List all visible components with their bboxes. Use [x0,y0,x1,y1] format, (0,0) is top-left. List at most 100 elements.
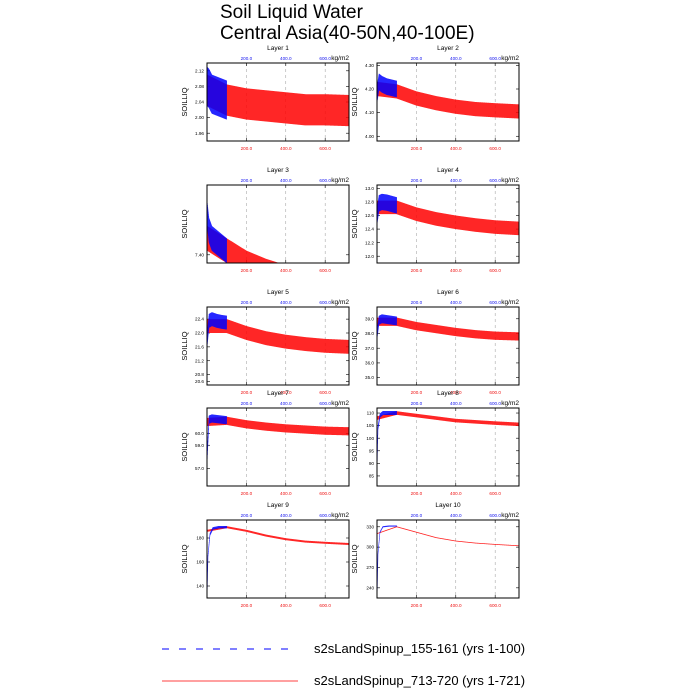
top-x-tick-label: 600.0 [489,178,501,183]
panel-layer-5: Layer 5 kg/m2 SOILLIQ 200.0 400.0 600.0 200.0 4… [180,289,350,395]
y-tick-label: 4.20 [365,87,374,92]
y-axis-label: SOILLIQ [180,331,189,360]
units-label: kg/m2 [501,400,519,407]
plot-frame [376,62,520,142]
bottom-x-tick-label: 600.0 [319,390,331,395]
top-x-tick-label: 600.0 [319,401,331,406]
series-line-run1 [207,414,227,459]
top-x-tick-label: 600.0 [489,513,501,518]
y-axis-label: SOILLIQ [180,209,189,238]
top-x-tick-label: 400.0 [280,300,292,305]
bottom-x-tick-label: 600.0 [489,603,501,608]
legend-label-run2: s2sLandSpinup_713-720 (yrs 1-721) [314,673,525,688]
bottom-x-tick-label: 200.0 [241,268,253,273]
y-axis-label: SOILLIQ [180,544,189,573]
bottom-x-tick-label: 600.0 [319,146,331,151]
series-group [207,414,349,459]
bottom-x-tick-label: 400.0 [280,390,292,395]
plot-frame [206,184,350,264]
y-tick-label: 270 [366,565,374,570]
bottom-x-tick-label: 200.0 [241,390,253,395]
top-x-tick-label: 600.0 [319,178,331,183]
y-tick-label: 110 [367,411,375,416]
figure-title-line1: Soil Liquid Water [220,2,364,23]
bottom-x-tick-label: 400.0 [450,603,462,608]
figure-title-line2: Central Asia(40-50N,40-100E) [220,23,475,44]
y-tick-label: 22.4 [195,317,204,322]
legend-label-run1: s2sLandSpinup_155-161 (yrs 1-100) [314,641,525,656]
top-x-tick-label: 600.0 [319,513,331,518]
legend: s2sLandSpinup_155-161 (yrs 1-100) s2sLan… [162,641,525,688]
y-tick-label: 12.8 [365,200,374,205]
top-x-tick-label: 400.0 [450,513,462,518]
series-group [207,66,349,127]
y-axis-label: SOILLIQ [350,87,359,116]
series-group [207,525,349,591]
plot-frame [376,519,520,599]
top-x-tick-label: 200.0 [411,178,423,183]
series-line-run2 [377,200,519,236]
series-line-run2 [377,81,519,119]
top-x-tick-label: 400.0 [280,401,292,406]
y-tick-label: 300 [366,545,374,550]
bottom-x-tick-label: 600.0 [489,268,501,273]
panel-title: Layer 6 [437,289,459,296]
plot-frame [206,306,350,386]
top-x-tick-label: 200.0 [241,513,253,518]
series-line-run1 [207,201,227,263]
top-x-tick-label: 600.0 [319,56,331,61]
units-label: kg/m2 [331,400,349,407]
top-x-tick-label: 200.0 [411,513,423,518]
panel-title: Layer 4 [437,167,459,174]
y-tick-label: 180 [196,536,204,541]
series-line-run2 [207,74,349,127]
series-line-run1 [377,193,397,223]
y-tick-label: 13.0 [365,186,374,191]
panel-title: Layer 9 [267,502,289,509]
y-tick-label: 4.10 [365,110,374,115]
panel-layer-10: Layer 10 kg/m2 SOILLIQ 200.0 400.0 600.0 200.0… [350,502,520,608]
bottom-x-tick-label: 600.0 [489,146,501,151]
top-x-tick-label: 600.0 [489,300,501,305]
plot-frame [376,184,520,264]
units-label: kg/m2 [501,55,519,62]
top-x-tick-label: 400.0 [450,401,462,406]
bottom-x-tick-label: 400.0 [280,603,292,608]
series-line-run1 [377,525,397,593]
series-group [377,73,519,119]
panel-grid: Layer 1 kg/m2 SOILLIQ 200.0 400.0 600.0 200.0 4… [180,45,520,608]
series-group [207,201,280,263]
y-tick-label: 12.4 [365,227,374,232]
units-label: kg/m2 [501,512,519,519]
series-line-run2 [377,526,519,547]
series-line-run2 [207,226,280,263]
y-tick-label: 22.0 [195,331,204,336]
y-tick-label: 85 [369,474,375,479]
y-tick-label: 12.6 [365,213,374,218]
y-tick-label: 38.0 [365,331,374,336]
top-x-tick-label: 200.0 [241,178,253,183]
plot-frame [206,62,350,142]
y-tick-label: 4.00 [365,134,374,139]
y-axis-label: SOILLIQ [350,331,359,360]
units-label: kg/m2 [331,55,349,62]
bottom-x-tick-label: 400.0 [280,268,292,273]
y-tick-label: 100 [366,436,374,441]
panel-layer-3: Layer 3 kg/m2 SOILLIQ 200.0 400.0 600.0 200.0 4… [180,167,350,273]
y-tick-label: 37.0 [365,346,374,351]
y-tick-label: 2.12 [195,68,204,73]
bottom-x-tick-label: 600.0 [319,268,331,273]
series-group [377,525,519,593]
bottom-x-tick-label: 200.0 [241,491,253,496]
y-tick-label: 57.0 [195,466,204,471]
plot-frame [376,306,520,386]
panel-title: Layer 2 [437,45,459,52]
units-label: kg/m2 [331,299,349,306]
panel-layer-8: Layer 8 kg/m2 SOILLIQ 200.0 400.0 600.0 200.0 4… [350,390,520,496]
y-tick-label: 20.6 [195,379,204,384]
top-x-tick-label: 400.0 [450,300,462,305]
bottom-x-tick-label: 400.0 [450,268,462,273]
panel-layer-1: Layer 1 kg/m2 SOILLIQ 200.0 400.0 600.0 200.0 4… [180,45,350,151]
series-line-run1 [377,314,397,338]
plot-frame [206,407,350,487]
